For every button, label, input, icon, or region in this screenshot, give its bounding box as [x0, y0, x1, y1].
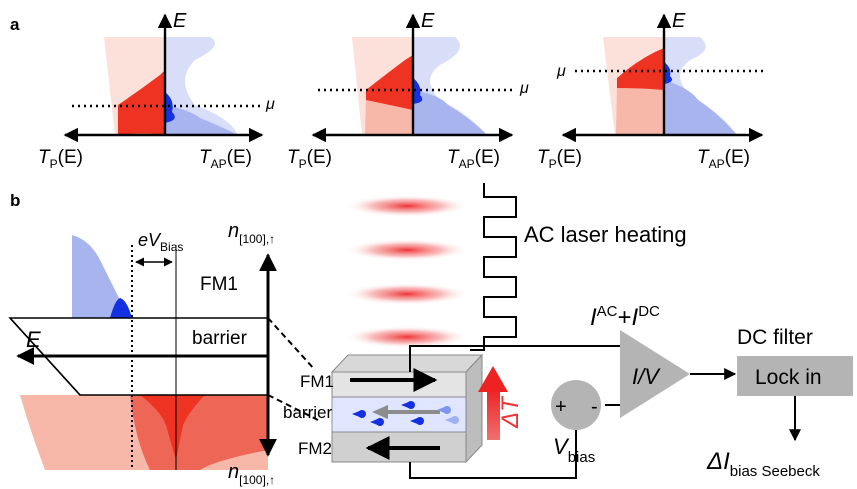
axis-e-label: E [672, 10, 686, 32]
n-bottom-label: n[100],↑ [228, 461, 275, 487]
laser-label: AC laser heating [524, 222, 687, 247]
lock-in-box [737, 356, 853, 396]
minus-sign: - [591, 396, 598, 418]
laser-spot [345, 283, 469, 305]
stack-fm1-label: FM1 [300, 372, 334, 391]
laser-spot [345, 239, 469, 261]
band-diagram: eVBias E FM1 barrier n[100],↑ n[100],↑ [8, 220, 319, 487]
voltage-source [551, 380, 601, 430]
stack-barrier-label: barrier [283, 403, 332, 422]
mu-label: μ [556, 63, 566, 80]
tp-label: TP(E) [537, 147, 582, 171]
panel-a-label: a [10, 15, 20, 34]
dos-plot-2: E μ TP(E) TAP(E) [287, 10, 529, 171]
barrier-band-label: barrier [192, 328, 248, 349]
spin-electrons [352, 401, 459, 426]
panel-b-label: b [10, 191, 20, 210]
wire-top [409, 345, 625, 372]
laser-spot [345, 195, 469, 217]
amplifier-label: I/V [632, 364, 661, 389]
current-label: IAC+IDC [590, 303, 660, 331]
junction-stack: FM1 barrier FM2 [283, 353, 484, 464]
axis-e-label: E [173, 10, 187, 32]
tap-label: TAP(E) [199, 147, 252, 171]
axis-e-label: E [421, 10, 435, 32]
fm1-band-label: FM1 [200, 274, 238, 295]
temperature-gradient-arrow: ΔT [478, 366, 524, 440]
mu-label: μ [265, 96, 275, 113]
bias-label: eVBias [138, 230, 183, 254]
dos-plot-1: E μ TP(E) TAP(E) [38, 10, 275, 171]
tap-label: TAP(E) [447, 147, 500, 171]
dc-filter-label: DC filter [737, 326, 813, 349]
iv-amplifier [620, 330, 690, 418]
laser-spots [345, 195, 469, 348]
wire-bottom [409, 430, 577, 479]
n-top-label: n[100],↑ [228, 220, 275, 246]
output-label: ΔIbias Seebeck [706, 448, 820, 480]
delta-t-label: ΔT [497, 395, 524, 429]
tap-label: TAP(E) [697, 147, 750, 171]
plus-sign: + [555, 396, 567, 418]
dos-plot-3: E μ TP(E) TAP(E) [537, 10, 765, 171]
tp-label: TP(E) [287, 147, 332, 171]
tp-label: TP(E) [38, 147, 83, 171]
laser-spot [345, 326, 469, 348]
energy-label-b: E [26, 327, 41, 352]
ac-square-wave [470, 183, 517, 351]
stack-fm2-label: FM2 [298, 439, 332, 458]
lock-in-label: Lock in [755, 366, 822, 389]
mu-label: μ [519, 80, 529, 97]
vbias-label: Vbias [553, 434, 595, 466]
